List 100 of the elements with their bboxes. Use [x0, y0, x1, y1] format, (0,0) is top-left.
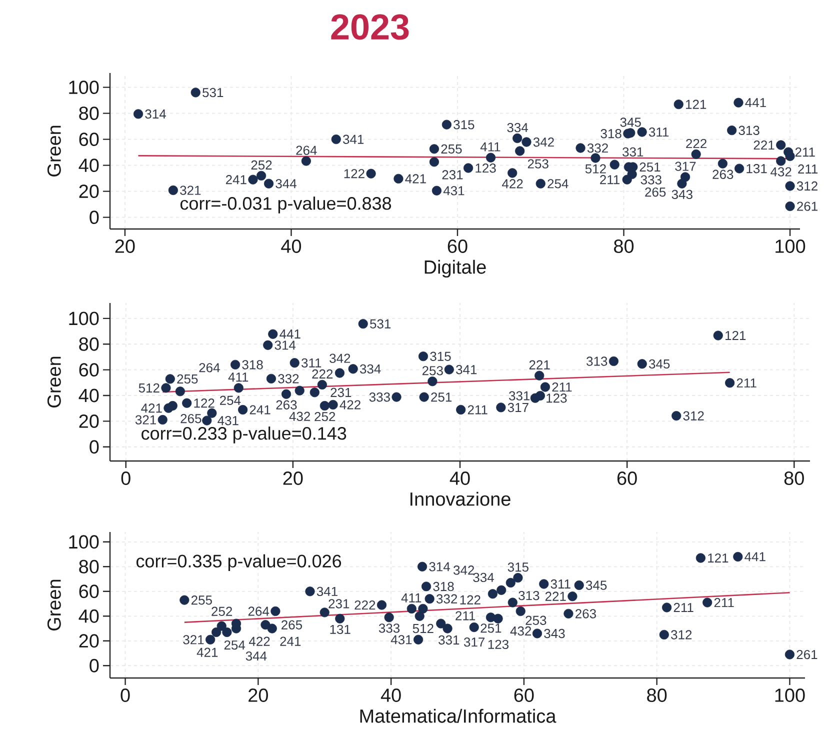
- y-tick-label: 60: [79, 363, 99, 377]
- annotation: 317: [508, 402, 528, 412]
- point: [419, 392, 429, 402]
- annotation: 411: [228, 372, 248, 382]
- annotation: 254: [220, 396, 241, 405]
- annotation: 211: [552, 382, 572, 392]
- point: [444, 364, 454, 374]
- annotation: 422: [248, 636, 270, 646]
- point: [590, 153, 600, 163]
- annotation: 261: [796, 650, 818, 660]
- point: [394, 174, 404, 184]
- point: [442, 624, 452, 634]
- annotation: 221: [754, 140, 774, 150]
- y-tick-label: 40: [78, 388, 99, 402]
- point: [776, 140, 786, 150]
- y-tick-label: 60: [79, 584, 99, 598]
- annotation: 321: [135, 415, 156, 424]
- point: [456, 404, 466, 415]
- annotation: 431: [443, 186, 464, 196]
- point: [222, 627, 232, 638]
- annotation: 121: [686, 100, 706, 109]
- annotation: 314: [274, 340, 296, 350]
- point: [331, 134, 341, 144]
- point: [392, 392, 402, 402]
- annotation: 222: [686, 138, 706, 148]
- y-tick-label: 0: [90, 210, 99, 224]
- annotation: 422: [340, 400, 360, 410]
- point: [610, 160, 620, 170]
- annotation: 261: [797, 202, 818, 211]
- annotation: 131: [330, 624, 350, 634]
- annotation: 241: [280, 636, 301, 646]
- point: [659, 630, 669, 640]
- point: [532, 628, 542, 638]
- point: [637, 359, 647, 369]
- point: [534, 370, 544, 380]
- x-tick-label: 20: [248, 688, 268, 702]
- point: [158, 414, 168, 425]
- point: [301, 156, 311, 166]
- point: [512, 133, 522, 144]
- point: [263, 340, 273, 350]
- annotation: 318: [242, 360, 263, 370]
- point: [268, 329, 278, 339]
- point: [488, 589, 498, 599]
- annotation: 332: [436, 594, 458, 604]
- point: [168, 400, 178, 411]
- point: [725, 378, 735, 388]
- y-axis-title: Green: [47, 126, 61, 176]
- annotation: 431: [218, 416, 238, 426]
- y-axis-title: Green: [47, 356, 61, 408]
- y-tick-label: 20: [79, 414, 99, 428]
- annotation: 253: [528, 159, 548, 168]
- annotation: 311: [302, 358, 322, 368]
- x-tick-label: 80: [614, 240, 634, 253]
- point: [496, 402, 506, 412]
- annotation: 221: [529, 360, 550, 370]
- annotation: 341: [456, 364, 477, 374]
- annotation: 318: [600, 129, 622, 138]
- point: [469, 622, 479, 632]
- annotation: 441: [744, 552, 766, 562]
- annotation: corr=0.335 p-value=0.026: [136, 554, 342, 572]
- annotation: 231: [330, 388, 352, 398]
- point: [168, 185, 178, 196]
- point: [428, 376, 438, 386]
- annotation: 254: [224, 640, 246, 650]
- annotation: 122: [194, 398, 214, 408]
- annotation: 123: [546, 394, 567, 403]
- point: [429, 144, 440, 154]
- annotation: 345: [649, 359, 670, 369]
- point: [515, 146, 525, 156]
- point: [256, 170, 266, 181]
- annotation: 211: [674, 602, 694, 612]
- point: [506, 578, 516, 588]
- point: [180, 595, 190, 605]
- annotation: 318: [433, 582, 454, 592]
- annotation: 255: [177, 374, 198, 384]
- annotation: 265: [180, 414, 202, 424]
- annotation: 253: [526, 616, 546, 625]
- annotation: 342: [533, 137, 554, 147]
- point: [702, 598, 712, 608]
- y-tick-label: 40: [78, 609, 99, 623]
- annotation: 441: [745, 98, 766, 108]
- annotation: 333: [640, 175, 662, 184]
- y-axis-title: Green: [47, 580, 61, 630]
- x-tick-label: 80: [784, 472, 804, 485]
- point: [691, 149, 701, 160]
- point: [133, 109, 144, 119]
- y-tick-label: 100: [69, 312, 99, 326]
- annotation: 263: [276, 400, 297, 410]
- point: [334, 368, 345, 378]
- x-tick-label: 60: [514, 688, 534, 702]
- annotation: 317: [464, 637, 484, 647]
- annotation: 331: [438, 635, 460, 645]
- point: [672, 410, 682, 421]
- point: [432, 186, 442, 196]
- annotation: 343: [672, 190, 692, 200]
- annotation: 315: [454, 120, 474, 130]
- point: [662, 602, 672, 612]
- annotation: 222: [312, 369, 333, 378]
- point: [376, 600, 387, 610]
- annotation: 411: [401, 593, 422, 602]
